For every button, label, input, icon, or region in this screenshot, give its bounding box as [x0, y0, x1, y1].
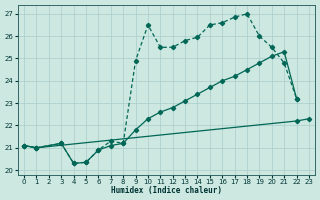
X-axis label: Humidex (Indice chaleur): Humidex (Indice chaleur) — [111, 186, 222, 195]
